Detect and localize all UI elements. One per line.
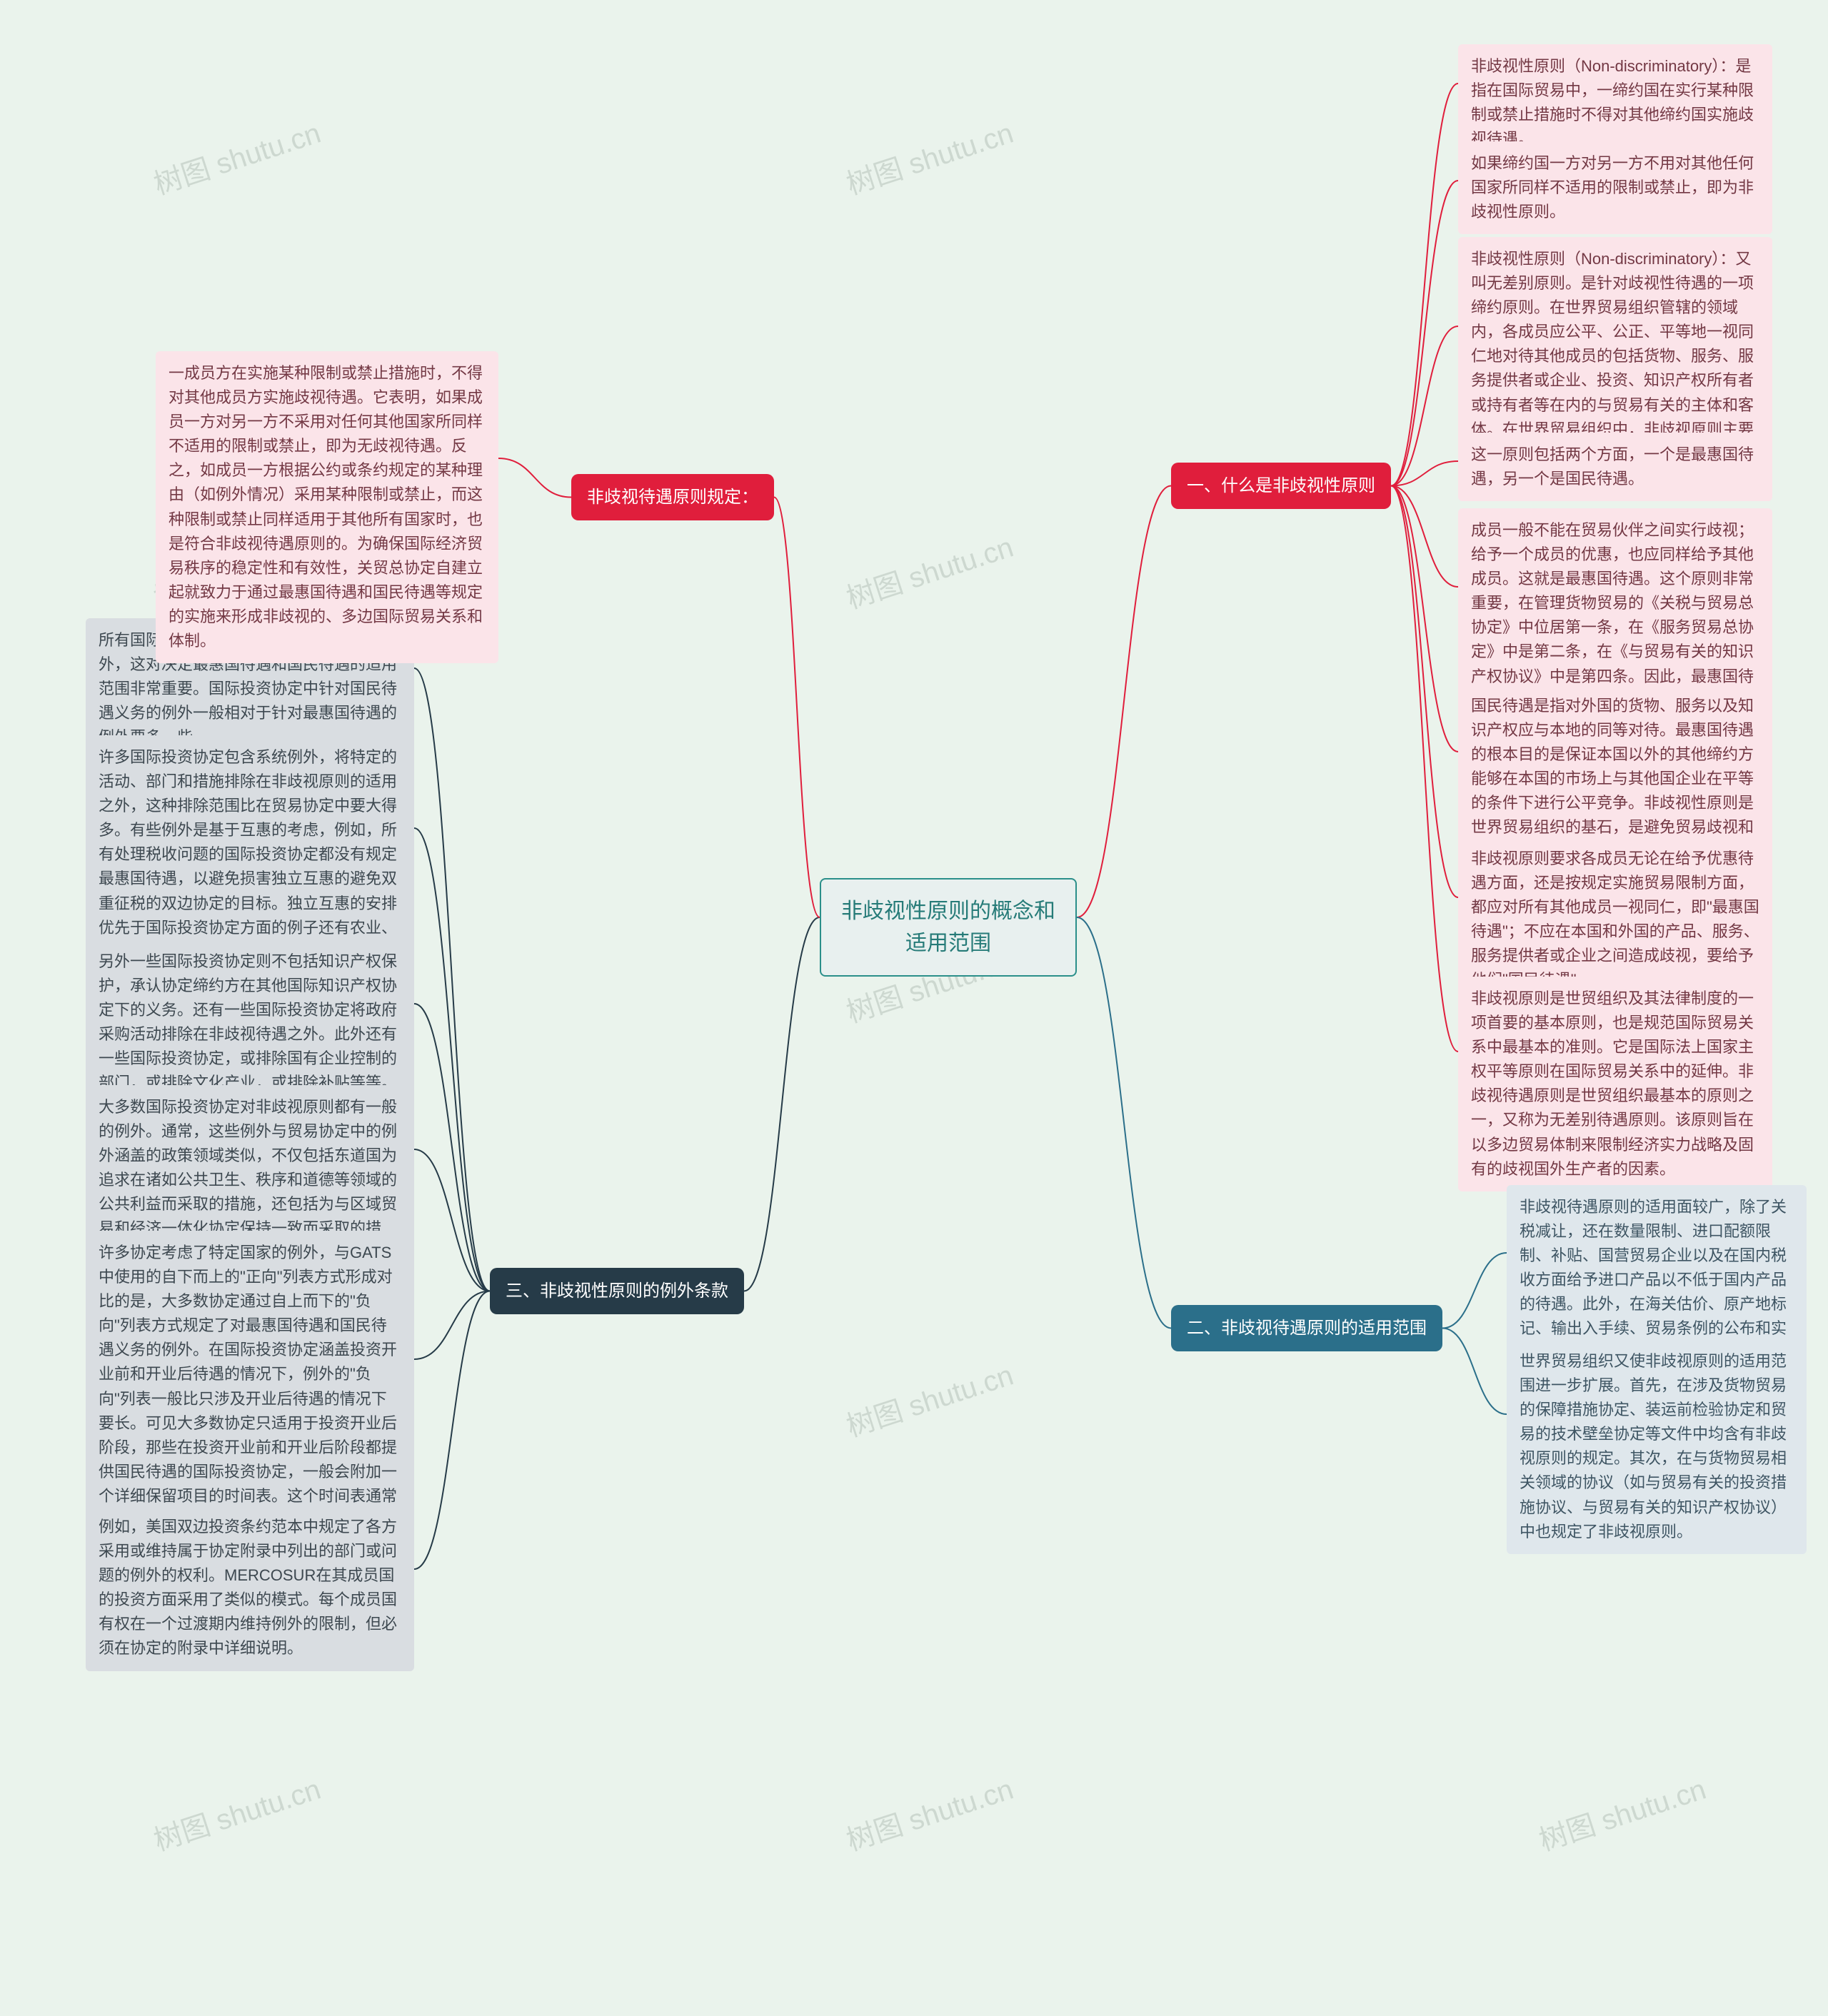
watermark: 树图 shutu.cn: [1533, 1766, 1710, 1859]
watermark: 树图 shutu.cn: [840, 110, 1018, 203]
leaf-node[interactable]: 一成员方在实施某种限制或禁止措施时，不得对其他成员方实施歧视待遇。它表明，如果成…: [156, 351, 498, 663]
leaf-node[interactable]: 世界贸易组织又使非歧视原则的适用范围进一步扩展。首先，在涉及货物贸易的保障措施协…: [1507, 1339, 1807, 1554]
branch-node[interactable]: 一、什么是非歧视性原则: [1171, 463, 1391, 509]
leaf-node[interactable]: 例如，美国双边投资条约范本中规定了各方采用或维持属于协定附录中列出的部门或问题的…: [86, 1505, 414, 1671]
branch-node[interactable]: 三、非歧视性原则的例外条款: [490, 1268, 744, 1314]
mindmap-canvas: 树图 shutu.cn 树图 shutu.cn 树图 shutu.cn 树图 shut…: [0, 0, 1828, 2016]
leaf-node[interactable]: 这一原则包括两个方面，一个是最惠国待遇，另一个是国民待遇。: [1458, 433, 1772, 501]
branch-node[interactable]: 二、非歧视待遇原则的适用范围: [1171, 1305, 1442, 1351]
watermark: 树图 shutu.cn: [840, 1352, 1018, 1445]
watermark: 树图 shutu.cn: [148, 1766, 325, 1859]
watermark: 树图 shutu.cn: [840, 1766, 1018, 1859]
center-node[interactable]: 非歧视性原则的概念和适用范围: [820, 878, 1077, 977]
branch-node[interactable]: 非歧视待遇原则规定：: [571, 474, 774, 520]
leaf-node[interactable]: 非歧视原则是世贸组织及其法律制度的一项首要的基本原则，也是规范国际贸易关系中最基…: [1458, 977, 1772, 1191]
leaf-node[interactable]: 如果缔约国一方对另一方不用对其他任何国家所同样不适用的限制或禁止，即为非歧视性原…: [1458, 141, 1772, 234]
leaf-node[interactable]: 另外一些国际投资协定则不包括知识产权保护，承认协定缔约方在其他国际知识产权协定下…: [86, 939, 414, 1106]
watermark: 树图 shutu.cn: [148, 110, 325, 203]
watermark: 树图 shutu.cn: [840, 524, 1018, 617]
